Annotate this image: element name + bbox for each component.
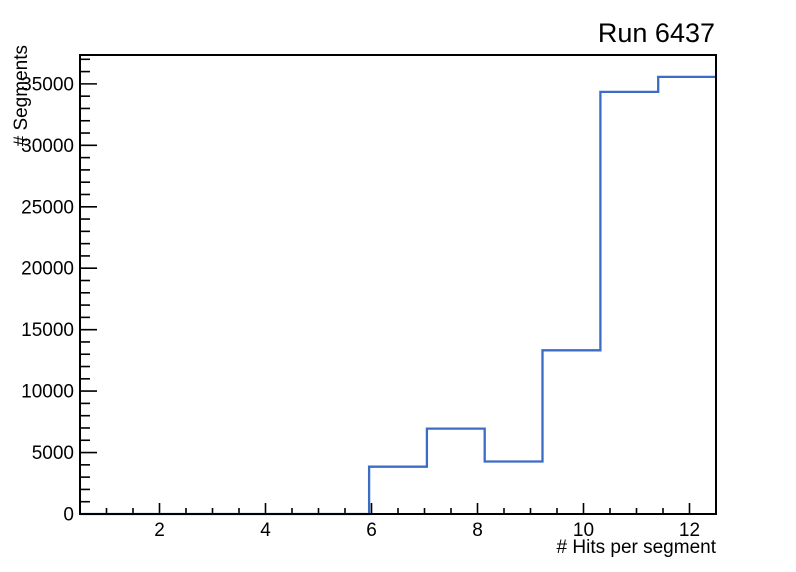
y-tick-label: 10000 bbox=[21, 382, 74, 403]
series-group bbox=[80, 75, 716, 516]
x-axis-title: # Hits per segment bbox=[557, 537, 717, 558]
x-tick-label: 8 bbox=[472, 520, 483, 541]
x-tick-label: 6 bbox=[366, 520, 377, 541]
x-tick-label: 2 bbox=[154, 520, 165, 541]
y-axis-title: # Segments bbox=[11, 45, 32, 146]
y-tick-label: 15000 bbox=[21, 320, 74, 341]
y-tick-label: 20000 bbox=[21, 259, 74, 280]
chart-title: Run 6437 bbox=[598, 18, 715, 48]
x-tick-label: 12 bbox=[679, 520, 700, 541]
y-tick-label: 0 bbox=[63, 505, 74, 526]
plot-frame bbox=[79, 54, 717, 515]
x-tick-label: 10 bbox=[573, 520, 594, 541]
y-tick-label: 35000 bbox=[21, 74, 74, 95]
plot-frame-group bbox=[79, 54, 717, 515]
y-tick-label: 25000 bbox=[21, 197, 74, 218]
y-tick-label: 5000 bbox=[32, 443, 74, 464]
x-tick-label: 4 bbox=[260, 520, 271, 541]
axis-ticks-group bbox=[80, 58, 691, 515]
tick-labels-group: 2 4 6 8 10 12 0 5000 10000 15000 20000 25000 30000 35… bbox=[21, 74, 700, 541]
histogram-line bbox=[80, 75, 716, 516]
y-tick-label: 30000 bbox=[21, 136, 74, 157]
